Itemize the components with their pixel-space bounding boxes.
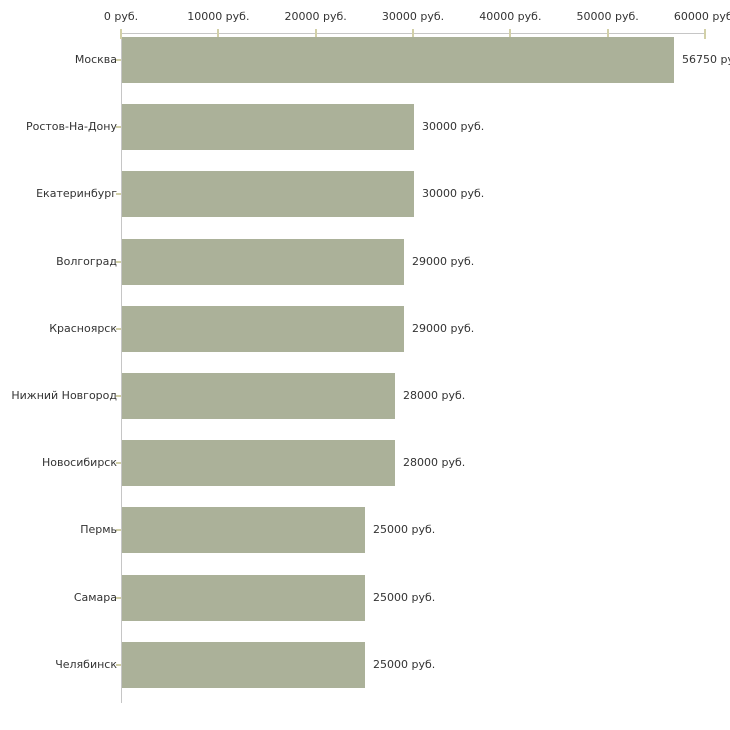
value-label: 28000 руб. <box>403 456 466 469</box>
y-axis-tick-dash <box>116 261 121 263</box>
y-axis-tick-dash <box>116 664 121 666</box>
category-label: Челябинск <box>55 658 117 671</box>
bar <box>122 575 365 621</box>
y-axis-tick-dash <box>116 328 121 330</box>
y-axis-tick-dash <box>116 529 121 531</box>
category-label: Москва <box>74 53 117 66</box>
x-tick-label: 0 руб. <box>103 10 139 23</box>
value-label: 25000 руб. <box>373 658 436 671</box>
y-axis-tick-dash <box>116 462 121 464</box>
x-tick-label: 40000 руб. <box>479 10 542 23</box>
value-label: 29000 руб. <box>412 322 475 335</box>
y-axis-tick-dash <box>116 597 121 599</box>
y-axis-line <box>121 33 122 703</box>
value-label: 25000 руб. <box>373 591 436 604</box>
category-label: Пермь <box>80 523 117 536</box>
x-tick-mark <box>314 29 317 39</box>
bar <box>122 440 395 486</box>
y-axis-tick-dash <box>116 193 121 195</box>
x-tick-label: 50000 руб. <box>576 10 639 23</box>
value-label: 25000 руб. <box>373 523 436 536</box>
value-label: 56750 руб. <box>682 53 730 66</box>
x-tick-mark <box>606 29 609 39</box>
x-tick-label: 10000 руб. <box>187 10 250 23</box>
value-label: 30000 руб. <box>422 120 485 133</box>
bar <box>122 171 414 217</box>
bar <box>122 239 404 285</box>
value-label: 28000 руб. <box>403 389 466 402</box>
category-label: Ростов-На-Дону <box>25 120 117 133</box>
category-label: Екатеринбург <box>36 187 117 200</box>
y-axis-tick-dash <box>116 126 121 128</box>
category-label: Красноярск <box>49 322 117 335</box>
x-tick-label: 20000 руб. <box>284 10 347 23</box>
x-tick-mark <box>217 29 220 39</box>
bar <box>122 37 674 83</box>
bar <box>122 373 395 419</box>
value-label: 30000 руб. <box>422 187 485 200</box>
category-label: Самара <box>73 591 117 604</box>
category-label: Нижний Новгород <box>11 389 117 402</box>
y-axis-tick-dash <box>116 395 121 397</box>
category-label: Новосибирск <box>41 456 117 469</box>
x-tick-mark <box>412 29 414 39</box>
y-axis-tick-dash <box>116 59 121 61</box>
category-label: Волгоград <box>56 255 117 268</box>
x-tick-mark <box>704 29 706 39</box>
x-tick-mark <box>120 29 122 39</box>
bar <box>122 104 414 150</box>
x-tick-mark <box>509 29 512 39</box>
value-label: 29000 руб. <box>412 255 475 268</box>
x-tick-label: 30000 руб. <box>381 10 445 23</box>
bar <box>122 306 404 352</box>
bar <box>122 642 365 688</box>
x-tick-label: 60000 руб. <box>673 10 730 23</box>
bar <box>122 507 365 553</box>
